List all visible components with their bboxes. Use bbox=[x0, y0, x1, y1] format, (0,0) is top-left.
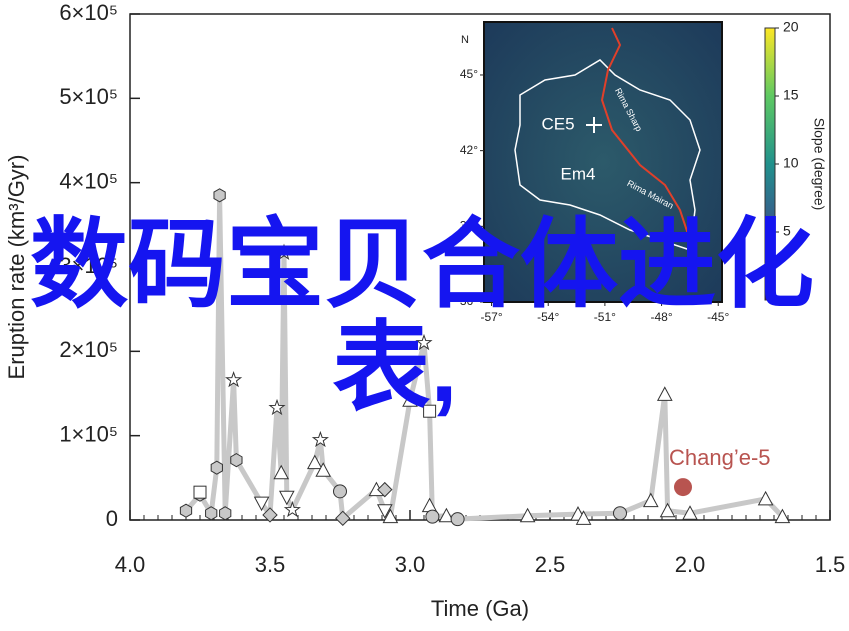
triangle-marker bbox=[315, 462, 332, 477]
hexagon-marker bbox=[230, 453, 243, 468]
triangle-marker bbox=[642, 492, 659, 508]
triangle-marker bbox=[438, 507, 455, 523]
circle-marker bbox=[333, 484, 347, 499]
ce5-marker bbox=[586, 117, 602, 133]
x-axis-label: Time (Ga) bbox=[431, 596, 529, 621]
inset-x-tick-label: -51° bbox=[594, 310, 616, 324]
inset-y-tick-label: 42° bbox=[460, 143, 478, 157]
square-marker bbox=[423, 404, 437, 418]
triangle-marker bbox=[402, 392, 418, 407]
x-tick-label: 2.0 bbox=[675, 552, 706, 577]
hexagon-marker bbox=[213, 188, 226, 203]
hexagon-marker bbox=[219, 506, 232, 521]
star-marker bbox=[283, 500, 301, 518]
x-tick-label: 1.5 bbox=[815, 552, 846, 577]
circle-marker bbox=[450, 512, 465, 527]
inset-y-tick-label: 45° bbox=[460, 67, 478, 81]
star-marker bbox=[275, 243, 293, 260]
y-tick-label: 2×10⁵ bbox=[59, 337, 118, 362]
triangle-down-marker bbox=[376, 504, 393, 519]
diamond-marker bbox=[377, 481, 393, 498]
colorbar-tick-label: 10 bbox=[783, 155, 799, 171]
hexagon-marker bbox=[210, 460, 223, 475]
star-marker bbox=[415, 333, 433, 351]
rima-line bbox=[600, 27, 696, 266]
diamond-marker bbox=[335, 510, 351, 527]
x-tick-label: 3.0 bbox=[395, 552, 426, 577]
diamond-marker bbox=[262, 507, 278, 523]
map-label: Em4 bbox=[561, 164, 596, 183]
y-tick-label: 5×10⁵ bbox=[59, 84, 118, 109]
highlight-marker bbox=[674, 478, 692, 497]
triangle-marker bbox=[659, 502, 676, 518]
circle-marker bbox=[425, 509, 440, 524]
y-tick-label: 0 bbox=[106, 506, 118, 531]
x-tick-label: 3.5 bbox=[255, 552, 286, 577]
region-outline bbox=[514, 59, 701, 252]
trend-line bbox=[184, 192, 785, 522]
triangle-marker bbox=[682, 505, 698, 520]
y-tick-label: 1×10⁵ bbox=[59, 421, 118, 446]
triangle-marker bbox=[273, 464, 290, 480]
triangle-marker bbox=[774, 508, 791, 524]
triangle-marker bbox=[757, 490, 774, 506]
map-area bbox=[483, 21, 723, 303]
inset-y-tick-label: 36° bbox=[460, 294, 478, 308]
inset-x-tick-label: -54° bbox=[537, 310, 559, 324]
triangle-marker bbox=[575, 510, 592, 525]
annotation: Chang’e-5 bbox=[669, 445, 771, 470]
triangle-marker bbox=[306, 454, 323, 470]
triangle-down-marker bbox=[253, 496, 270, 512]
hexagon-marker bbox=[179, 503, 193, 518]
hexagon-marker bbox=[205, 506, 218, 521]
overlay-title: 数码宝贝合体进化表, bbox=[30, 209, 814, 422]
colorbar-tick-label: 15 bbox=[783, 87, 799, 103]
triangle-marker bbox=[519, 507, 536, 523]
y-tick-label: 3×10⁵ bbox=[59, 253, 118, 278]
map-label: CE5 bbox=[541, 114, 574, 133]
y-tick-label: 6×10⁵ bbox=[59, 0, 118, 25]
map-label: N bbox=[461, 34, 469, 46]
inset-x-tick-label: -45° bbox=[707, 310, 729, 324]
square-marker bbox=[193, 485, 207, 499]
triangle-down-marker bbox=[278, 490, 295, 506]
inset-map: -57° -54° -51° -48° -45° 45° 42° 39° 36° 20 15 10 5 S… bbox=[460, 19, 827, 324]
circle-marker bbox=[613, 506, 627, 521]
colorbar-label: Slope (degree) bbox=[811, 118, 827, 211]
inset-x-tick-label: -57° bbox=[480, 310, 502, 324]
colorbar-tick-label: 20 bbox=[783, 19, 799, 35]
y-axis-label: Eruption rate (km³/Gyr) bbox=[4, 155, 29, 380]
triangle-marker bbox=[382, 508, 399, 524]
inset-y-tick-label: 39° bbox=[460, 218, 478, 232]
y-tick-label: 4×10⁵ bbox=[59, 168, 118, 193]
colorbar-tick-label: 5 bbox=[783, 223, 791, 239]
star-marker bbox=[311, 430, 329, 448]
inset-x-tick-label: -48° bbox=[650, 310, 672, 324]
triangle-marker bbox=[656, 386, 673, 401]
star-marker bbox=[225, 370, 243, 388]
x-tick-label: 2.5 bbox=[535, 552, 566, 577]
x-tick-label: 4.0 bbox=[115, 552, 146, 577]
star-marker bbox=[268, 398, 286, 416]
